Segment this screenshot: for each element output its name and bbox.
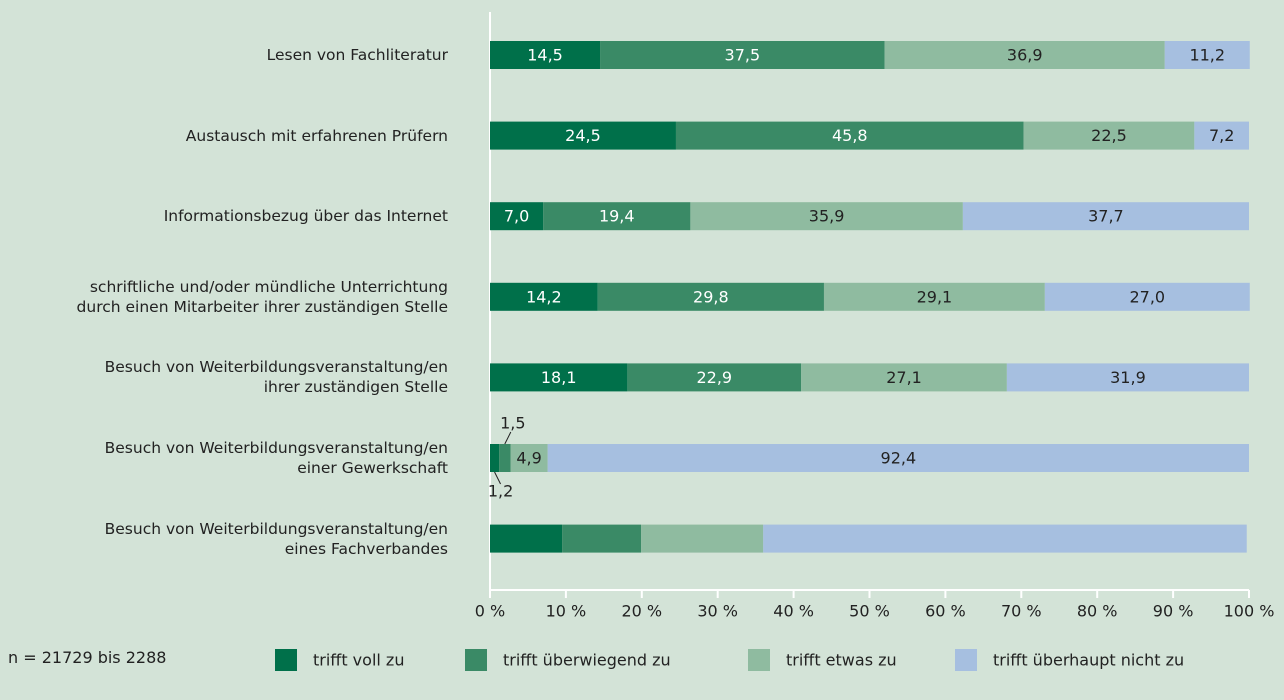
sample-note: n = 21729 bis 2288 (8, 648, 167, 667)
value-label: 35,9 (809, 207, 845, 226)
bar-segment (763, 524, 1247, 553)
bar-segment (597, 282, 824, 311)
value-label: 45,8 (832, 126, 868, 145)
x-tick-label: 80 % (1077, 602, 1118, 621)
value-label: 31,9 (1110, 368, 1146, 387)
value-label: 7,2 (1209, 126, 1234, 145)
x-tick-label: 0 % (475, 602, 505, 621)
value-label: 27,1 (886, 368, 922, 387)
value-label: 1,2 (488, 482, 513, 501)
legend-label: trifft etwas zu (786, 651, 897, 670)
legend-swatch (465, 649, 487, 671)
x-tick-label: 30 % (697, 602, 738, 621)
bar-segment (490, 202, 544, 231)
bar-segment (1006, 363, 1249, 392)
x-tick-label: 50 % (849, 602, 890, 621)
x-tick-label: 40 % (773, 602, 814, 621)
bar-segment (510, 444, 548, 472)
bar-segment (675, 121, 1024, 150)
bar-segment (1044, 282, 1250, 311)
bar-segment (490, 524, 563, 553)
x-tick-label: 60 % (925, 602, 966, 621)
category-label: Besuch von Weiterbildungsveranstaltung/e… (104, 358, 448, 397)
value-label: 29,1 (917, 287, 953, 306)
legend-swatch (748, 649, 770, 671)
bar-segment (490, 121, 676, 150)
category-label: schriftliche und/oder mündliche Unterric… (76, 277, 448, 316)
bar-segment (884, 41, 1165, 69)
bar-segment (547, 444, 1249, 472)
bar-segment (562, 524, 642, 553)
legend-label: trifft überwiegend zu (503, 651, 671, 670)
bar-segment (1194, 121, 1249, 150)
value-label: 19,4 (599, 207, 635, 226)
legend-label: trifft überhaupt nicht zu (993, 651, 1184, 670)
value-label: 22,5 (1091, 126, 1127, 145)
value-label: 14,2 (526, 287, 562, 306)
value-label: 14,5 (527, 46, 563, 65)
legend-swatch (275, 649, 297, 671)
category-label: Besuch von Weiterbildungsveranstaltung/e… (104, 439, 448, 477)
bar-segment (962, 202, 1249, 231)
value-label: 18,1 (541, 368, 577, 387)
bar-segment (490, 282, 598, 311)
value-label: 24,5 (565, 126, 601, 145)
category-label: Informationsbezug über das Internet (163, 207, 448, 226)
value-label: 27,0 (1129, 287, 1165, 306)
value-label: 29,8 (693, 287, 729, 306)
value-label: 7,0 (504, 207, 529, 226)
label-leader (494, 471, 502, 485)
value-label: 22,9 (696, 368, 732, 387)
bar-segment (1023, 121, 1195, 150)
bar-segment (499, 444, 511, 472)
x-tick-label: 90 % (1153, 602, 1194, 621)
x-tick-label: 100 % (1224, 602, 1275, 621)
value-label: 36,9 (1007, 46, 1043, 65)
bar-segment (600, 41, 885, 69)
category-label: Lesen von Fachliteratur (266, 46, 448, 64)
category-label: Austausch mit erfahrenen Prüfern (185, 126, 448, 145)
bar-segment (823, 282, 1045, 311)
value-label: 37,7 (1088, 207, 1124, 226)
value-label: 11,2 (1189, 46, 1225, 65)
x-tick-label: 10 % (546, 602, 587, 621)
legend-swatch (955, 649, 977, 671)
bar-segment (627, 363, 802, 392)
value-label: 4,9 (516, 449, 541, 468)
bar-segment (690, 202, 963, 231)
legend-label: trifft voll zu (313, 651, 404, 670)
bar-segment (490, 41, 601, 69)
x-tick-label: 70 % (1001, 602, 1042, 621)
category-label: Besuch von Weiterbildungsveranstaltung/e… (104, 519, 448, 558)
label-leader (504, 431, 512, 445)
value-label: 92,4 (881, 449, 917, 468)
bar-segment (641, 524, 764, 553)
bar-segment (490, 444, 500, 472)
value-label: 1,5 (500, 414, 525, 433)
x-tick-label: 20 % (621, 602, 662, 621)
bar-segment (801, 363, 1007, 392)
bar-segment (490, 363, 628, 392)
bar-segment (1164, 41, 1250, 69)
value-label: 37,5 (725, 46, 761, 65)
bar-segment (543, 202, 691, 231)
